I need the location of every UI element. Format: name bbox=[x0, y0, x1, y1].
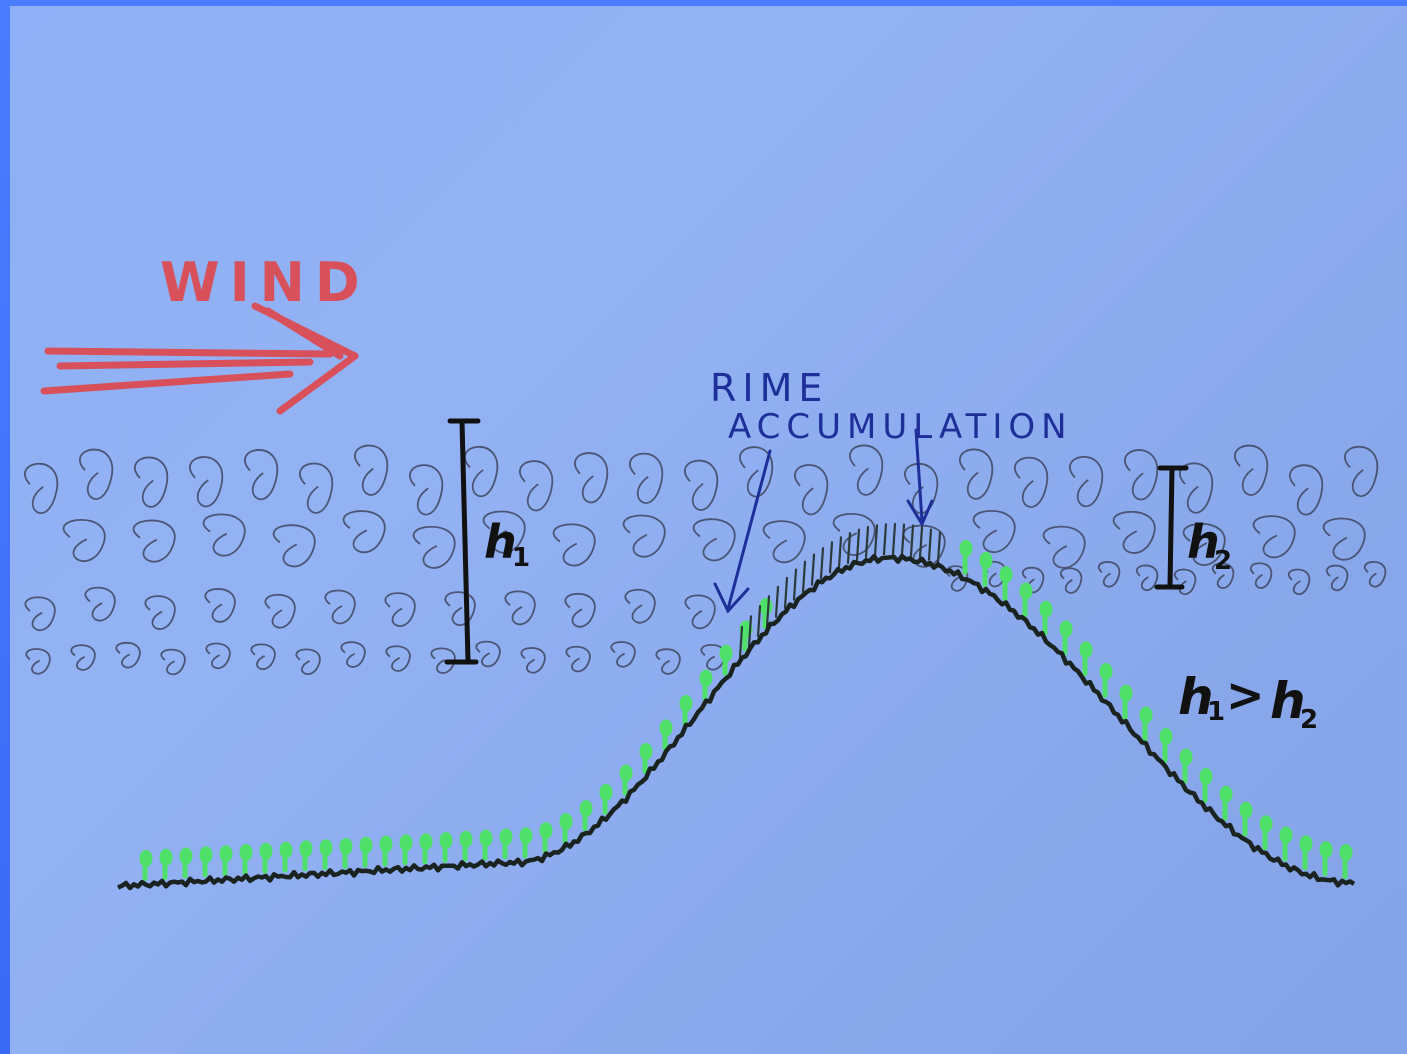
vegetation-crown bbox=[219, 845, 233, 863]
vegetation-crown bbox=[1259, 815, 1273, 833]
vegetation-crown bbox=[399, 834, 413, 852]
relation-h1-subscript: 1 bbox=[1207, 697, 1225, 727]
relation-h2-subscript: 2 bbox=[1300, 705, 1318, 735]
vegetation-crown bbox=[1279, 826, 1293, 844]
relation-h1: h bbox=[1178, 668, 1214, 726]
rime-stripe bbox=[837, 536, 843, 569]
rime-ice-stripes bbox=[738, 522, 942, 659]
vegetation-crown bbox=[699, 669, 713, 687]
vegetation-crown bbox=[1059, 620, 1073, 638]
vegetation-crown bbox=[719, 644, 733, 662]
rime-stripe bbox=[882, 523, 888, 556]
rime-stripe bbox=[900, 523, 906, 556]
vegetation-crown bbox=[599, 783, 613, 801]
cloud-layer bbox=[24, 444, 1387, 676]
vegetation-crown bbox=[359, 836, 373, 854]
whiteboard-photo: WIND h 1 h 2 bbox=[10, 6, 1407, 1054]
vegetation-crown bbox=[459, 830, 473, 848]
rime-stripe bbox=[891, 522, 897, 556]
vegetation-crown bbox=[299, 840, 313, 858]
vegetation-crown bbox=[179, 847, 193, 865]
h2-label: h bbox=[1187, 515, 1220, 569]
rime-stripe bbox=[873, 524, 879, 557]
rime-stripe bbox=[819, 547, 825, 580]
rime-stripe bbox=[747, 615, 753, 648]
vegetation-crown bbox=[1039, 600, 1053, 618]
vegetation-crown bbox=[339, 838, 353, 855]
vegetation-crown bbox=[1079, 641, 1093, 659]
vegetation-crown bbox=[159, 848, 173, 866]
vegetation-crown bbox=[679, 694, 693, 712]
vegetation-crown bbox=[239, 844, 253, 861]
h1-label: h bbox=[484, 515, 517, 569]
wind-label: WIND bbox=[160, 251, 370, 314]
vegetation-crown bbox=[499, 828, 513, 846]
vegetation-crown bbox=[1299, 835, 1313, 853]
rime-stripe bbox=[855, 528, 861, 561]
rime-stripe bbox=[801, 560, 807, 593]
rime-label: RIME bbox=[710, 366, 828, 410]
vegetation-crown bbox=[559, 813, 573, 831]
vegetation-crown bbox=[519, 827, 533, 845]
rime-stripe bbox=[909, 524, 915, 557]
rime-stripe bbox=[792, 568, 798, 601]
vegetation-crown bbox=[199, 846, 213, 864]
rime-stripe bbox=[810, 553, 816, 586]
vegetation-crown bbox=[1339, 844, 1353, 862]
vegetation-crown bbox=[1219, 785, 1233, 803]
vegetation-crown bbox=[259, 842, 273, 860]
vegetation-crown bbox=[1239, 801, 1253, 819]
vegetation-crown bbox=[1179, 748, 1193, 766]
accumulation-label: ACCUMULATION bbox=[728, 407, 1073, 447]
vegetation-crown bbox=[439, 832, 453, 849]
vegetation-crown bbox=[379, 835, 393, 853]
vegetation-crown bbox=[979, 551, 993, 569]
vegetation-crown bbox=[959, 539, 973, 557]
relation-h2: h bbox=[1270, 672, 1306, 730]
vegetation-crown bbox=[999, 566, 1013, 584]
vegetation-crown bbox=[1119, 684, 1133, 702]
vegetation-crown bbox=[579, 800, 593, 818]
vegetation-crown bbox=[279, 841, 293, 859]
rime-stripe bbox=[774, 585, 780, 618]
height-relation: h 1 > h 2 bbox=[1178, 668, 1318, 735]
rime-stripe bbox=[738, 625, 744, 659]
h1-height-marker bbox=[444, 418, 481, 665]
rime-stripe bbox=[783, 576, 789, 610]
rime-stripe bbox=[927, 528, 933, 561]
vegetation-crown bbox=[139, 850, 153, 867]
vegetation-crown bbox=[1199, 767, 1213, 785]
h2-height-marker bbox=[1154, 465, 1189, 590]
h2-subscript: 2 bbox=[1214, 546, 1232, 576]
vegetation-crown bbox=[1159, 728, 1173, 746]
rime-stripe bbox=[936, 531, 942, 564]
rime-stripe bbox=[828, 541, 834, 574]
rime-diagram: WIND h 1 h 2 bbox=[24, 251, 1387, 891]
vegetation-crown bbox=[1099, 662, 1113, 680]
rime-stripe bbox=[918, 526, 924, 559]
vegetation-crown bbox=[1319, 841, 1333, 859]
vegetation-crown bbox=[319, 839, 333, 857]
vegetation-crown bbox=[1019, 582, 1033, 600]
vegetation-crown bbox=[619, 764, 633, 782]
wind-arrow bbox=[40, 302, 359, 415]
vegetation-crown bbox=[479, 829, 493, 847]
vegetation-crown bbox=[419, 833, 433, 851]
rime-stripe bbox=[846, 532, 852, 565]
vegetation-crown bbox=[1139, 706, 1153, 724]
rime-stripe bbox=[864, 525, 870, 559]
vegetation-crown bbox=[539, 822, 553, 840]
rime-stripe bbox=[756, 605, 762, 638]
relation-operator: > bbox=[1226, 668, 1265, 722]
mountain-terrain-line bbox=[117, 553, 1356, 891]
rime-arrows bbox=[713, 428, 934, 614]
h1-subscript: 1 bbox=[512, 543, 530, 573]
vegetation-marks bbox=[139, 539, 1353, 881]
vegetation-crown bbox=[659, 719, 673, 737]
vegetation-crown bbox=[639, 742, 653, 760]
rime-stripe bbox=[765, 595, 771, 628]
